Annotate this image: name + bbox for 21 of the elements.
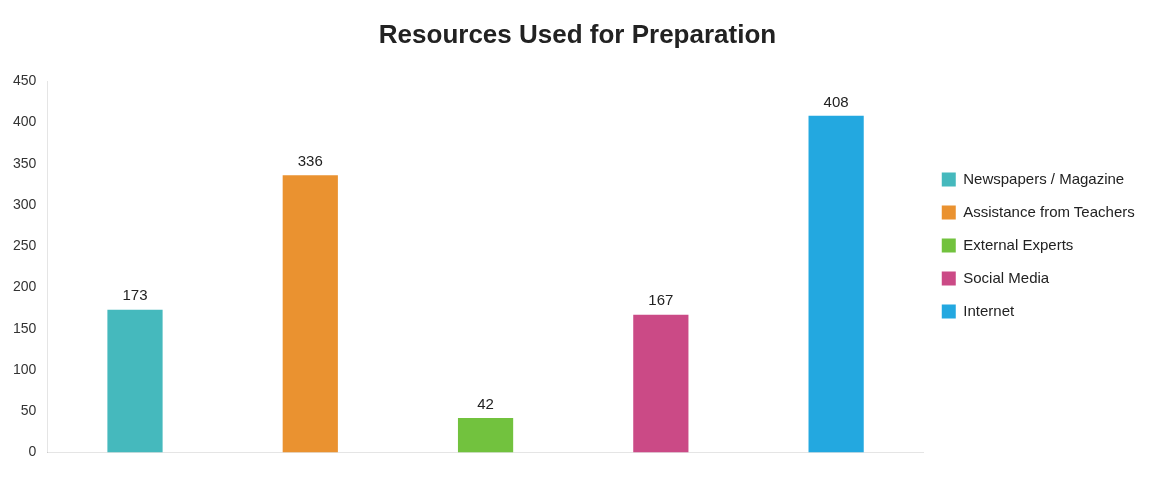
data-label: 167 [648,291,674,309]
data-label: 42 [477,394,494,412]
data-label: 408 [823,92,849,110]
y-tick-label: 450 [13,72,37,89]
y-tick-label: 200 [13,278,37,295]
legend-label: External Experts [963,235,1074,253]
legend-label: Newspapers / Magazine [963,169,1125,187]
y-tick-label: 0 [28,443,37,460]
data-label: 173 [122,286,148,304]
y-tick-label: 50 [20,402,37,419]
y-tick-label: 300 [13,195,37,212]
legend-label: Assistance from Teachers [963,202,1135,220]
y-tick-label: 250 [13,237,37,254]
y-tick-label: 100 [13,360,37,377]
y-tick-label: 150 [13,319,37,336]
y-tick-label: 350 [13,154,37,171]
legend-label: Internet [963,301,1015,319]
legend-label: Social Media [963,268,1050,286]
y-tick-label: 400 [13,113,37,130]
chart-title: Resources Used for Preparation [378,18,777,49]
data-label: 336 [297,151,323,169]
